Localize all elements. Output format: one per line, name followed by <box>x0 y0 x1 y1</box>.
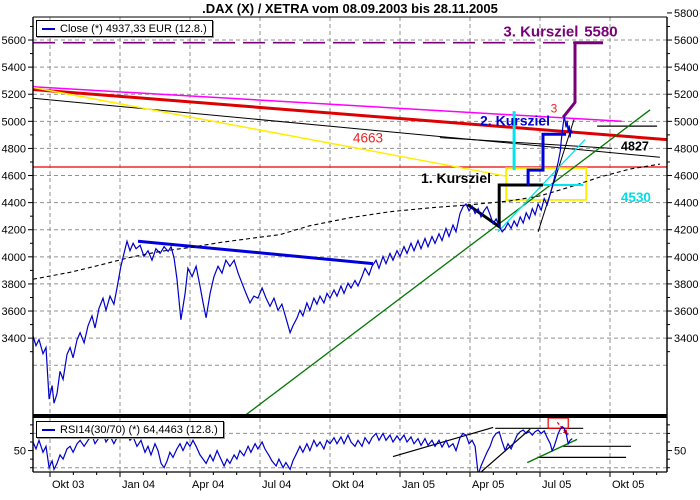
label-level-4530: 4530 <box>621 190 651 205</box>
y-axis-label-right: 5000 <box>674 116 698 128</box>
trendline-black-steep <box>537 119 575 232</box>
rsi-label-right: 50 <box>674 446 686 458</box>
annotation-labels: 1. Kursziel 2. Kursziel 3. Kursziel 5580 466… <box>353 24 651 205</box>
x-axis-label: Jul 04 <box>262 479 291 491</box>
y-axis-label-right: 3600 <box>674 306 698 318</box>
y-axis-label-left: 4000 <box>2 252 26 264</box>
price-legend-box[interactable]: Close (*) 4937,33 EUR (12.8.) <box>36 20 213 37</box>
rsi-trendline-1 <box>392 426 494 458</box>
rsi-highlight-box <box>547 418 569 429</box>
y-axis-label-left: 4600 <box>2 171 26 183</box>
rsi-arrow-red <box>556 421 569 436</box>
label-kursziel-2: 2. Kursziel <box>480 112 550 128</box>
y-axis-label-left: 3800 <box>2 279 26 291</box>
trendline-green-rising <box>245 109 651 414</box>
y-axis-label-right: 5800 <box>674 8 698 20</box>
kursziel2-staircase <box>526 132 567 185</box>
moving-average-dashed <box>33 163 660 280</box>
y-axis-label-right: 5600 <box>674 35 698 47</box>
price-series-Close <box>33 116 573 404</box>
y-axis-label-right: 4800 <box>674 143 698 155</box>
price-legend-label: Close (*) 4937,33 EUR (12.8.) <box>60 22 207 35</box>
y-axis-label-left: 4400 <box>2 198 26 210</box>
label-level-4827: 4827 <box>621 139 649 153</box>
x-axis-label: Jan 05 <box>402 479 435 491</box>
rsi-series-swatch <box>42 428 55 431</box>
y-axis-label-left: 4200 <box>2 225 26 237</box>
kursziel3-staircase <box>561 41 603 119</box>
label-kursziel-1: 1. Kursziel <box>421 170 491 186</box>
y-axis-label-left: 5000 <box>2 116 26 128</box>
label-kursziel-3: 3. Kursziel <box>503 24 578 41</box>
y-axis-label-right: 5400 <box>674 62 698 74</box>
resistance-line-red-thick <box>33 88 667 142</box>
x-axis-label: Okt 04 <box>332 479 364 491</box>
x-axis-label: Okt 03 <box>52 479 84 491</box>
label-level-4663: 4663 <box>353 130 383 145</box>
rsi-legend-label: RSI14(30/70) (*) 64,4463 (12.8.) <box>60 423 218 436</box>
kursziel1-staircase <box>467 183 543 230</box>
y-axis-label-left: 4800 <box>2 143 26 155</box>
gridlines <box>33 17 667 472</box>
y-axis-label-left: 3600 <box>2 306 26 318</box>
trendline-black-short <box>439 137 613 149</box>
y-axis-label-left: 5600 <box>2 35 26 47</box>
rsi-legend-box[interactable]: RSI14(30/70) (*) 64,4463 (12.8.) <box>36 421 224 438</box>
y-axis-label-right: 4200 <box>674 225 698 237</box>
label-kursziel-3-value: 5580 <box>584 24 617 41</box>
y-axis-label-left: 3400 <box>2 333 26 345</box>
x-axis-label: Jan 04 <box>122 479 155 491</box>
price-panel-content <box>33 41 667 414</box>
y-axis-label-left: 5200 <box>2 89 26 101</box>
y-axis-label-right: 5200 <box>674 89 698 101</box>
x-axis-label: Jul 05 <box>542 479 571 491</box>
rsi-label-left: 50 <box>14 446 26 458</box>
label-wave-3: 3 <box>551 101 558 115</box>
trendline-blue-thick <box>137 239 374 266</box>
axes <box>28 12 672 477</box>
trendline-black-long <box>33 97 660 158</box>
x-axis-label: Apr 05 <box>472 479 504 491</box>
x-axis-label: Apr 04 <box>192 479 224 491</box>
resistance-line-magenta <box>33 86 622 123</box>
y-axis-label-right: 4000 <box>674 252 698 264</box>
close-series-swatch <box>42 27 55 30</box>
y-axis-label-right: 3400 <box>674 333 698 345</box>
y-axis-label-right: 3800 <box>674 279 698 291</box>
axis-labels: 5600 5400 5200 5000 4800 4600 4400 4200 4000 3800… <box>2 8 699 491</box>
y-axis-label-right: 4600 <box>674 171 698 183</box>
y-axis-label-left: 5400 <box>2 62 26 74</box>
panel-divider <box>33 414 667 418</box>
y-axis-label-right: 4400 <box>674 198 698 210</box>
chart-title: .DAX (X) / XETRA vom 08.09.2003 bis 28.1… <box>202 1 498 16</box>
trendline-yellow <box>33 86 507 177</box>
x-axis-label: Okt 05 <box>612 479 644 491</box>
